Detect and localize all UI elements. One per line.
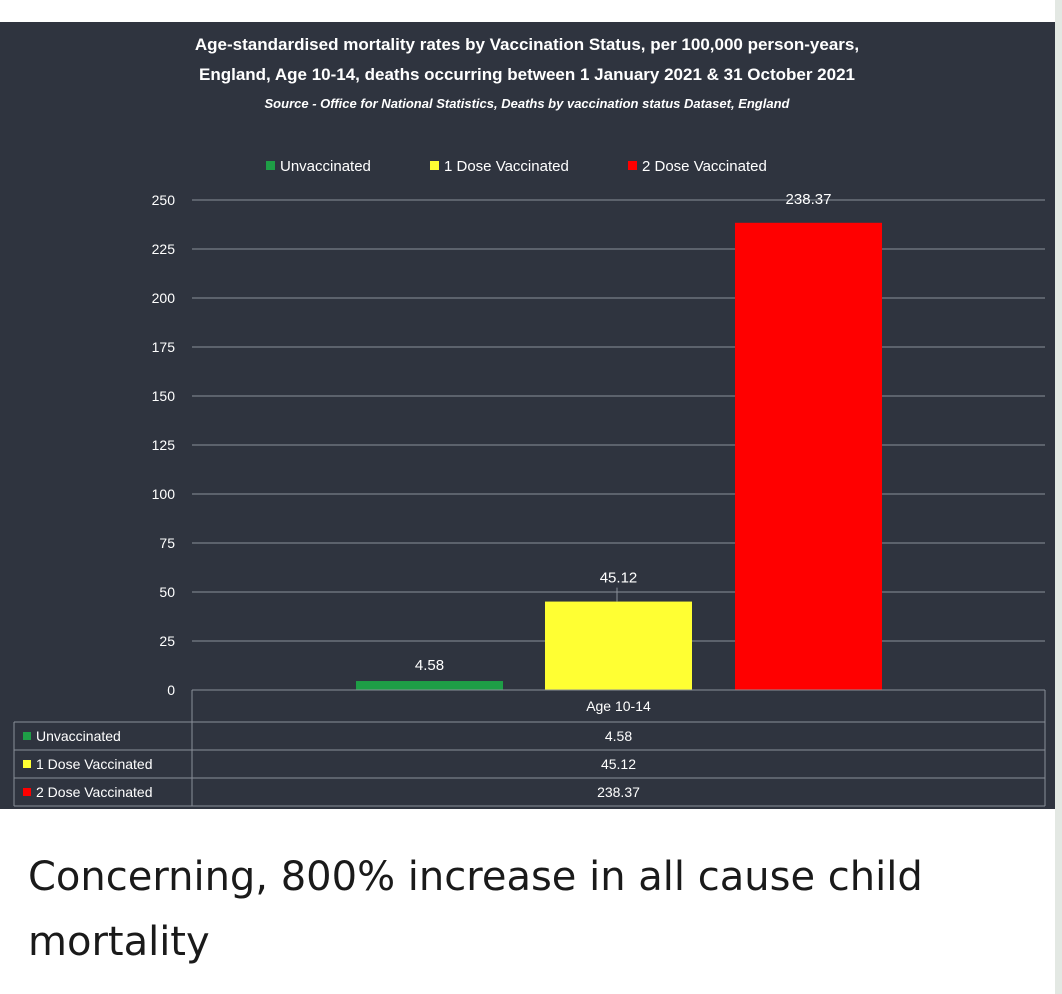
data-table: Age 10-14 Unvaccinated 4.58 1 Dose Vaccinat… — [13, 689, 1046, 807]
chart-title-line1: Age-standardised mortality rates by Vacc… — [195, 35, 859, 54]
bars: 4.58 45.12 238.37 — [356, 191, 882, 690]
right-edge-strip — [1055, 0, 1062, 994]
table-row-label-1: 1 Dose Vaccinated — [36, 756, 152, 772]
chart-legend: Unvaccinated 1 Dose Vaccinated 2 Dose Vacc… — [266, 158, 767, 175]
y-tick-label-250: 250 — [152, 192, 176, 208]
chart-title-line2: England, Age 10-14, deaths occurring bet… — [199, 65, 855, 84]
y-tick-label-0: 0 — [167, 682, 175, 698]
legend-label-1: 1 Dose Vaccinated — [444, 158, 569, 175]
legend-swatch-1 — [430, 161, 439, 170]
y-axis: 0 25 50 75 100 125 150 175 200 225 250 — [152, 192, 176, 698]
y-tick-label-175: 175 — [152, 339, 176, 355]
table-row-value-0: 4.58 — [605, 728, 632, 744]
chart-subtitle: Source - Office for National Statistics,… — [265, 96, 791, 111]
chart: Age-standardised mortality rates by Vacc… — [13, 35, 1046, 807]
y-tick-label-225: 225 — [152, 241, 176, 257]
table-swatch-2 — [23, 788, 31, 796]
legend-swatch-0 — [266, 161, 275, 170]
y-tick-label-100: 100 — [152, 486, 176, 502]
y-tick-label-125: 125 — [152, 437, 176, 453]
table-header-category: Age 10-14 — [586, 698, 651, 714]
bar-2 — [735, 222, 882, 690]
post-caption: Concerning, 800% increase in all cause c… — [28, 854, 923, 965]
data-label-1: 45.12 — [600, 570, 638, 587]
table-swatch-1 — [23, 760, 31, 768]
chart-gridlines — [192, 199, 1045, 642]
y-tick-label-25: 25 — [159, 633, 175, 649]
y-tick-label-200: 200 — [152, 290, 176, 306]
table-row-label-0: Unvaccinated — [36, 728, 121, 744]
legend-label-2: 2 Dose Vaccinated — [642, 158, 767, 175]
table-row-value-1: 45.12 — [601, 756, 636, 772]
bar-1 — [545, 601, 692, 690]
data-label-0: 4.58 — [415, 657, 444, 674]
y-tick-label-75: 75 — [159, 535, 175, 551]
table-row-label-2: 2 Dose Vaccinated — [36, 784, 152, 800]
data-label-2: 238.37 — [786, 191, 832, 208]
y-tick-label-150: 150 — [152, 388, 176, 404]
bar-0 — [356, 681, 503, 690]
chart-panel: Age-standardised mortality rates by Vacc… — [0, 22, 1055, 809]
legend-swatch-2 — [628, 161, 637, 170]
table-swatch-0 — [23, 732, 31, 740]
legend-label-0: Unvaccinated — [280, 158, 371, 175]
y-tick-label-50: 50 — [159, 584, 175, 600]
table-row-value-2: 238.37 — [597, 784, 640, 800]
